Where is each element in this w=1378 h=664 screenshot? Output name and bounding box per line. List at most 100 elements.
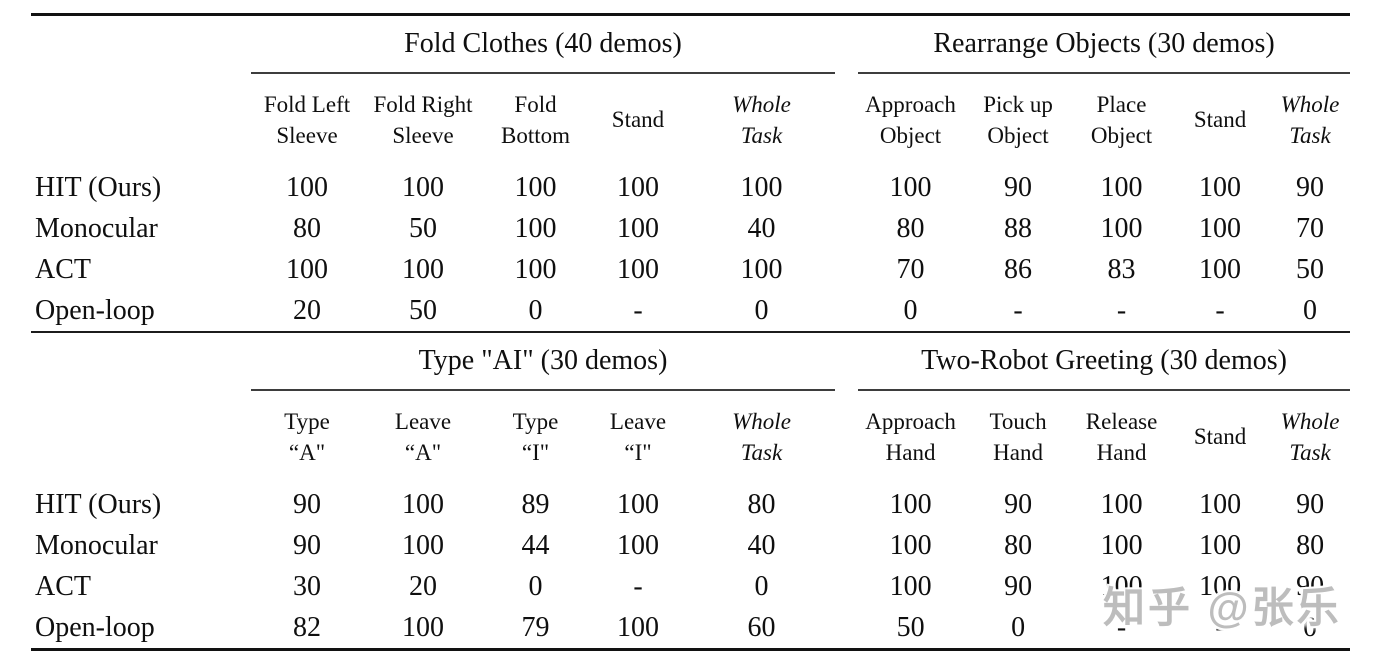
value-cell: - [1215,294,1225,326]
row-label: ACT [35,253,91,285]
group-gap [835,16,858,73]
value-cell: 100 [617,611,659,643]
watermark: 知乎 @张乐 [1103,584,1342,631]
value-cell: 0 [903,294,918,326]
corner-stub [31,73,251,167]
value-cell: 100 [740,171,783,203]
value-cell: 100 [740,253,783,285]
value-cell: 80 [1296,529,1325,561]
value-cell: - [1215,611,1225,643]
row-label: Monocular [35,212,158,244]
value-cell: 80 [747,488,776,520]
value-cell: 100 [514,171,557,203]
column-header: Approach Hand [865,409,956,465]
table-row: ACT 100 100 100 100 100 70 86 83 100 50 [31,249,1350,290]
value-cell: 100 [1100,570,1143,602]
value-cell: 90 [293,488,321,520]
value-cell: 79 [521,611,550,643]
row-label: HIT (Ours) [35,171,162,203]
value-cell: 100 [889,171,932,203]
corner-stub [31,390,251,484]
value-cell: 100 [889,488,932,520]
row-label: ACT [35,570,91,602]
value-cell: 90 [1296,488,1325,520]
value-cell: 80 [896,212,925,244]
value-cell: 50 [409,212,437,244]
column-header: Touch Hand [989,409,1047,465]
value-cell: 70 [896,253,925,285]
value-cell: 90 [1296,570,1325,602]
value-cell: 100 [1199,253,1242,285]
value-cell: 30 [293,570,321,602]
value-cell: 80 [1004,529,1033,561]
row-label: Monocular [35,529,158,561]
value-cell: 90 [1004,570,1033,602]
value-cell: 90 [293,529,321,561]
value-cell: 100 [889,529,932,561]
value-cell: 100 [286,253,328,285]
column-header: Fold Bottom [500,92,570,148]
column-header: Leave “A" [394,409,452,465]
bottom-rule [31,648,1350,651]
value-cell: 100 [889,570,932,602]
value-cell: 40 [747,212,776,244]
group-gap [835,290,858,331]
results-table-bottom: Type "AI" (30 demos) Two-Robot Greeting (… [31,333,1351,648]
column-header: Type “A" [284,409,330,465]
corner-stub [31,333,251,390]
group-gap [835,73,858,167]
column-header: Type “I" [512,409,559,465]
group-gap [835,525,858,566]
value-cell: 80 [293,212,321,244]
value-cell: - [633,570,643,602]
column-header: Fold Left Sleeve [263,92,351,148]
column-header: Leave “I" [609,409,667,465]
row-label: Open-loop [35,611,155,643]
value-cell: 50 [1296,253,1325,285]
value-cell: 20 [293,294,321,326]
group-title: Type "AI" (30 demos) [251,333,836,391]
results-table-top: Fold Clothes (40 demos) Rearrange Objects… [31,16,1351,331]
value-cell: 100 [1100,529,1143,561]
value-cell: 100 [617,488,659,520]
results-table-zone: Fold Clothes (40 demos) Rearrange Objects… [31,13,1351,651]
column-header: Pick up Object [983,92,1053,148]
value-cell: 20 [409,570,437,602]
value-cell: 50 [896,611,925,643]
value-cell: 100 [1199,529,1242,561]
value-cell: 100 [402,171,444,203]
column-header: Place Object [1090,92,1153,148]
column-header: Stand [1193,424,1247,450]
table-row: ACT 30 20 0 - 0 100 90 100 100 90 [31,566,1350,607]
value-cell: 100 [1199,570,1242,602]
column-header: Fold Right Sleeve [373,92,473,148]
value-cell: 100 [1100,488,1143,520]
group-title: Fold Clothes (40 demos) [251,16,836,74]
value-cell: - [633,294,643,326]
group-gap [835,566,858,607]
group-gap [835,390,858,484]
value-cell: 82 [293,611,321,643]
mid-rule [31,331,1350,333]
value-cell: - [1116,294,1127,326]
value-cell: 90 [1004,171,1033,203]
value-cell: 100 [286,171,328,203]
value-cell: 50 [409,294,437,326]
value-cell: 100 [514,212,557,244]
value-cell: 44 [521,529,550,561]
column-header: Whole Task [732,92,791,148]
column-header: Whole Task [1280,92,1340,148]
group-gap [835,249,858,290]
value-cell: 100 [1100,212,1143,244]
value-cell: 0 [1011,611,1026,643]
value-cell: 100 [514,253,557,285]
column-header: Whole Task [732,409,791,465]
value-cell: 100 [617,529,659,561]
value-cell: 100 [617,171,659,203]
value-cell: 100 [402,611,444,643]
value-cell: 100 [617,253,659,285]
value-cell: 100 [1100,171,1143,203]
column-header: Stand [611,107,665,133]
group-title: Two-Robot Greeting (30 demos) [858,333,1351,391]
value-cell: 89 [521,488,550,520]
